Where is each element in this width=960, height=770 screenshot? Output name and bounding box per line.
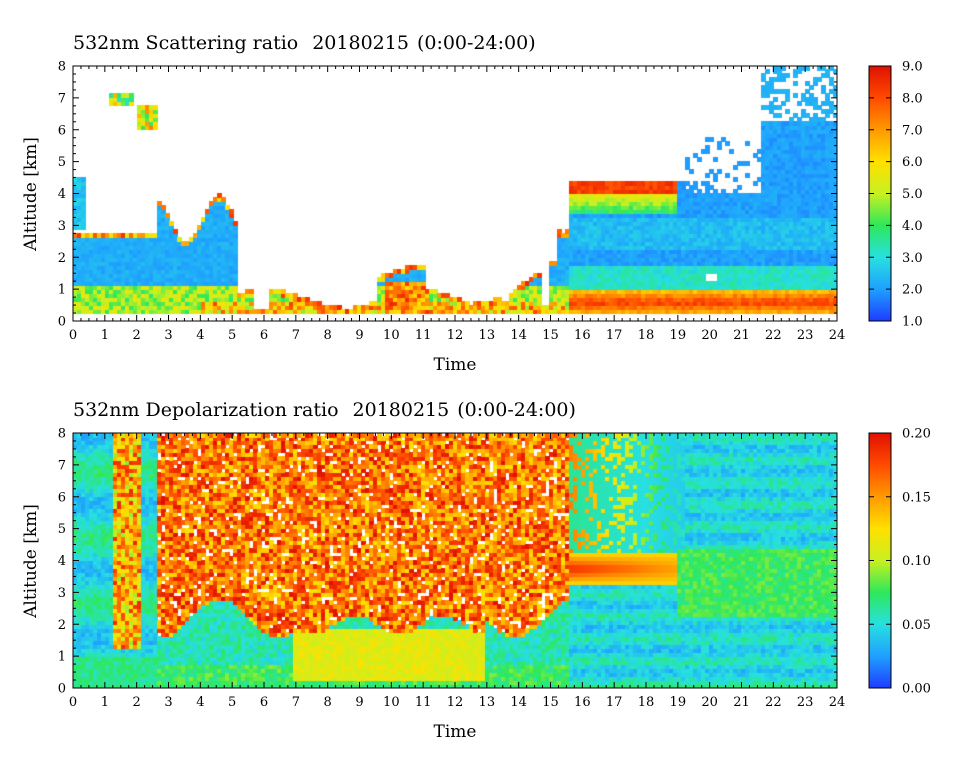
depolarization-title: 532nm Depolarization ratio 20180215 (0:00-… bbox=[73, 399, 576, 421]
colorbar-tick-label: 7.0 bbox=[902, 123, 923, 138]
y-tick-label: 2 bbox=[58, 618, 66, 633]
colorbar-tick-label: 9.0 bbox=[902, 60, 923, 75]
depolarization-axes: 0 1 2 3 4 5 6 7 8 9 10 11 12 13 14 15 16 17 18 19 20 21 22 23 24… bbox=[58, 427, 846, 711]
x-tick-label: 10 bbox=[383, 695, 400, 710]
x-tick-label: 8 bbox=[324, 328, 332, 343]
x-tick-label: 20 bbox=[701, 328, 718, 343]
y-tick-label: 2 bbox=[58, 251, 66, 266]
scattering-heatmap bbox=[73, 66, 837, 321]
x-tick-label: 3 bbox=[164, 695, 172, 710]
y-tick-label: 6 bbox=[58, 490, 66, 505]
x-tick-label: 2 bbox=[133, 695, 141, 710]
y-tick-label: 4 bbox=[58, 187, 66, 202]
x-tick-label: 13 bbox=[479, 695, 496, 710]
y-tick-label: 5 bbox=[58, 522, 66, 537]
x-tick-label: 23 bbox=[797, 328, 814, 343]
x-tick-label: 17 bbox=[606, 328, 623, 343]
x-tick-label: 22 bbox=[765, 328, 782, 343]
x-tick-label: 24 bbox=[829, 328, 846, 343]
x-tick-label: 9 bbox=[355, 328, 363, 343]
y-tick-label: 7 bbox=[58, 458, 66, 473]
scattering-axes: 0 1 2 3 4 5 6 7 8 9 10 11 12 13 14 15 16 17 18 19 20 21 22 23 24… bbox=[58, 60, 846, 344]
x-tick-label: 7 bbox=[292, 695, 300, 710]
x-tick-label: 5 bbox=[228, 695, 236, 710]
x-tick-label: 22 bbox=[765, 695, 782, 710]
y-tick-label: 0 bbox=[58, 315, 66, 330]
colorbar-tick-label: 1.0 bbox=[902, 315, 923, 330]
y-tick-label: 8 bbox=[58, 60, 66, 75]
y-tick-label: 6 bbox=[58, 123, 66, 138]
x-tick-label: 16 bbox=[574, 695, 591, 710]
heatmap-image bbox=[73, 433, 837, 688]
x-tick-label: 18 bbox=[638, 328, 655, 343]
x-tick-label: 20 bbox=[701, 695, 718, 710]
x-tick-label: 19 bbox=[670, 328, 687, 343]
y-tick-label: 3 bbox=[58, 219, 66, 234]
x-tick-label: 9 bbox=[355, 695, 363, 710]
scattering-ratio-panel: 532nm Scattering ratio 20180215 (0:00-24:0… bbox=[21, 32, 923, 375]
x-tick-label: 8 bbox=[324, 695, 332, 710]
depolarization-y-label: Altitude [km] bbox=[21, 504, 41, 619]
colorbar-tick-label: 2.0 bbox=[902, 283, 923, 298]
y-tick-label: 4 bbox=[58, 554, 66, 569]
x-tick-label: 12 bbox=[447, 328, 464, 343]
y-tick-label: 3 bbox=[58, 586, 66, 601]
y-tick-label: 8 bbox=[58, 427, 66, 442]
x-tick-label: 24 bbox=[829, 695, 846, 710]
depolarization-ratio-panel: 532nm Depolarization ratio 20180215 (0:00-… bbox=[21, 399, 931, 742]
depolarization-x-label: Time bbox=[434, 722, 477, 742]
x-tick-label: 2 bbox=[133, 328, 141, 343]
colorbar-tick-label: 5.0 bbox=[902, 187, 923, 202]
y-tick-label: 7 bbox=[58, 91, 66, 106]
colorbar-tick-label: 0.00 bbox=[902, 682, 931, 697]
x-tick-label: 0 bbox=[69, 328, 77, 343]
scattering-title: 532nm Scattering ratio 20180215 (0:00-24:0… bbox=[73, 32, 536, 54]
x-tick-label: 4 bbox=[196, 328, 204, 343]
x-tick-label: 14 bbox=[510, 328, 527, 343]
x-tick-label: 0 bbox=[69, 695, 77, 710]
x-tick-label: 21 bbox=[733, 695, 750, 710]
colorbar-tick-label: 4.0 bbox=[902, 219, 923, 234]
x-tick-label: 6 bbox=[260, 695, 268, 710]
x-tick-label: 18 bbox=[638, 695, 655, 710]
x-tick-label: 15 bbox=[542, 328, 559, 343]
colorbar-tick-label: 0.05 bbox=[902, 618, 931, 633]
x-tick-label: 7 bbox=[292, 328, 300, 343]
x-tick-label: 11 bbox=[415, 695, 432, 710]
x-tick-label: 12 bbox=[447, 695, 464, 710]
colorbar-tick-label: 3.0 bbox=[902, 251, 923, 266]
colorbar-tick-label: 0.15 bbox=[902, 490, 931, 505]
x-tick-label: 17 bbox=[606, 695, 623, 710]
x-tick-label: 15 bbox=[542, 695, 559, 710]
x-tick-label: 16 bbox=[574, 328, 591, 343]
x-tick-label: 4 bbox=[196, 695, 204, 710]
y-tick-label: 1 bbox=[58, 650, 66, 665]
colorbar-tick-label: 0.10 bbox=[902, 554, 931, 569]
scattering-x-label: Time bbox=[434, 355, 477, 375]
x-tick-label: 11 bbox=[415, 328, 432, 343]
heatmap-image bbox=[73, 66, 837, 321]
colorbar-tick-label: 6.0 bbox=[902, 155, 923, 170]
x-tick-label: 1 bbox=[101, 328, 109, 343]
scattering-colorbar: 1.0 2.0 3.0 4.0 5.0 6.0 7.0 8.0 9.0 bbox=[868, 60, 923, 330]
x-tick-label: 1 bbox=[101, 695, 109, 710]
y-tick-label: 0 bbox=[58, 682, 66, 697]
x-tick-label: 23 bbox=[797, 695, 814, 710]
depolarization-colorbar: 0.00 0.05 0.10 0.15 0.20 bbox=[868, 427, 931, 697]
x-tick-label: 21 bbox=[733, 328, 750, 343]
y-tick-label: 1 bbox=[58, 283, 66, 298]
x-tick-label: 19 bbox=[670, 695, 687, 710]
scattering-y-label: Altitude [km] bbox=[21, 137, 41, 252]
x-tick-label: 14 bbox=[510, 695, 527, 710]
x-tick-label: 13 bbox=[479, 328, 496, 343]
y-tick-label: 5 bbox=[58, 155, 66, 170]
depolarization-heatmap bbox=[73, 433, 837, 688]
colorbar-tick-label: 8.0 bbox=[902, 91, 923, 106]
colorbar-tick-label: 0.20 bbox=[902, 427, 931, 442]
x-tick-label: 5 bbox=[228, 328, 236, 343]
x-tick-label: 3 bbox=[164, 328, 172, 343]
x-tick-label: 10 bbox=[383, 328, 400, 343]
x-tick-label: 6 bbox=[260, 328, 268, 343]
